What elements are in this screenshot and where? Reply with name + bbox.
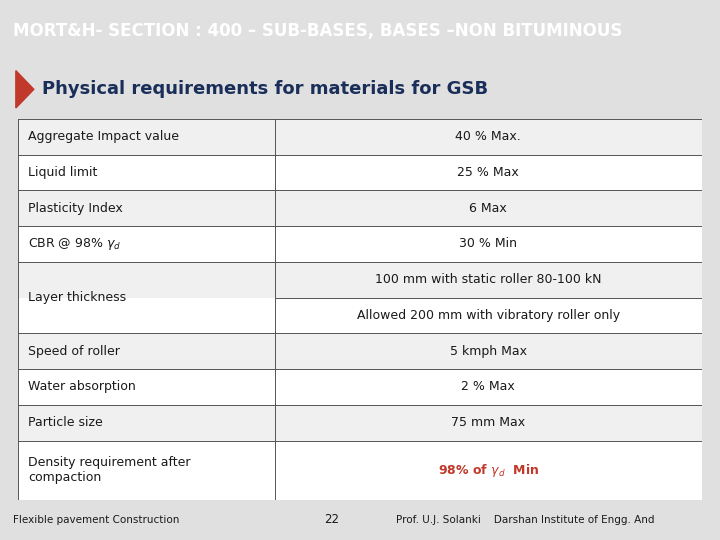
Text: Density requirement after
compaction: Density requirement after compaction [28,456,191,484]
Bar [18,154,702,190]
Bar [18,298,702,333]
Text: Water absorption: Water absorption [28,380,136,394]
Text: Liquid limit: Liquid limit [28,166,98,179]
Text: 6 Max: 6 Max [469,201,507,215]
Text: Allowed 200 mm with vibratory roller only: Allowed 200 mm with vibratory roller onl… [356,309,620,322]
Text: 100 mm with static roller 80-100 kN: 100 mm with static roller 80-100 kN [375,273,601,286]
Text: Plasticity Index: Plasticity Index [28,201,123,215]
Text: Aggregate Impact value: Aggregate Impact value [28,130,179,143]
Polygon shape [16,71,34,108]
Text: Particle size: Particle size [28,416,103,429]
Text: 25 % Max: 25 % Max [457,166,519,179]
Text: 40 % Max.: 40 % Max. [455,130,521,143]
Text: Prof. U.J. Solanki    Darshan Institute of Engg. And: Prof. U.J. Solanki Darshan Institute of … [396,515,654,525]
Text: 22: 22 [324,513,338,526]
Bar [18,119,702,154]
Text: 5 kmph Max: 5 kmph Max [450,345,527,357]
Text: CBR @ 98% $\gamma_d$: CBR @ 98% $\gamma_d$ [28,236,122,252]
Text: Speed of roller: Speed of roller [28,345,120,357]
Text: MORT&H- SECTION : 400 – SUB-BASES, BASES –NON BITUMINOUS: MORT&H- SECTION : 400 – SUB-BASES, BASES… [13,22,622,40]
Bar [18,226,702,262]
Bar [18,369,702,405]
Bar [18,405,702,441]
Text: 75 mm Max: 75 mm Max [451,416,526,429]
Bar [18,190,702,226]
Bar [18,262,702,298]
Bar [18,333,702,369]
Text: Layer thickness: Layer thickness [28,291,127,304]
Bar [18,441,702,500]
Text: 30 % Min: 30 % Min [459,238,517,251]
Text: Physical requirements for materials for GSB: Physical requirements for materials for … [42,80,488,98]
Text: 2 % Max: 2 % Max [462,380,515,394]
Text: Flexible pavement Construction: Flexible pavement Construction [13,515,179,525]
Text: 98% of $\gamma_d$  Min: 98% of $\gamma_d$ Min [438,462,539,478]
